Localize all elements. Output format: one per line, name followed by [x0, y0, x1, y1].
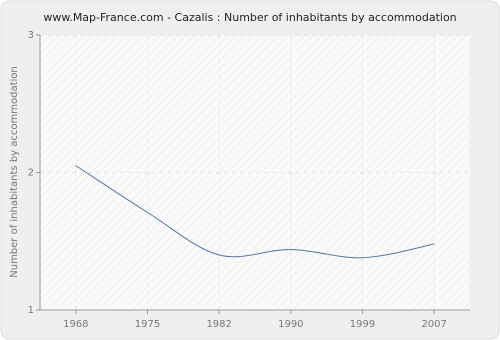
- x-tick-label: 1975: [135, 319, 160, 330]
- y-axis-label: Number of inhabitants by accommodation: [9, 66, 20, 278]
- chart-title: www.Map-France.com - Cazalis : Number of…: [43, 11, 456, 24]
- plot-area: [40, 35, 470, 310]
- line: [75, 165, 435, 259]
- x-tick-label: 1999: [350, 319, 375, 330]
- x-tick-label: 1968: [63, 319, 88, 330]
- x-tick-label: 1990: [278, 319, 303, 330]
- y-tick-label: 2: [28, 168, 34, 179]
- y-tick-label: 3: [28, 30, 34, 41]
- y-tick-label: 1: [28, 305, 34, 316]
- x-tick-label: 1982: [206, 319, 231, 330]
- x-tick-label: 2007: [421, 319, 446, 330]
